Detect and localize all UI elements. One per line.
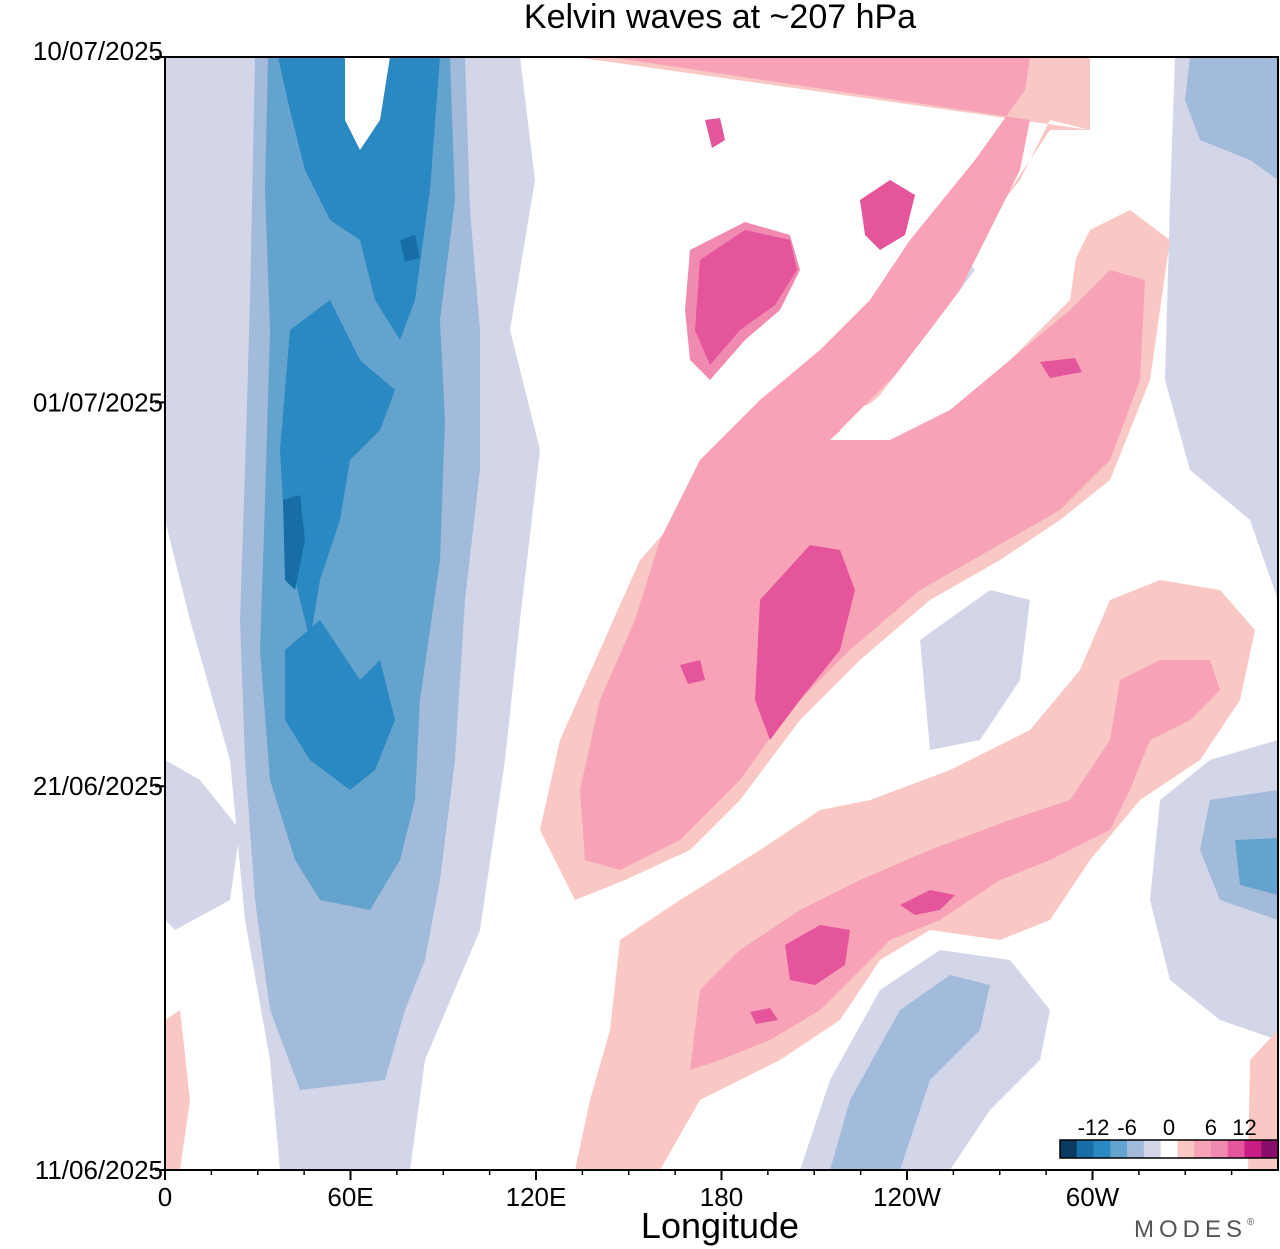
y-tick-label-2: 21/06/2025 [33,771,163,801]
colorbar-frame [1059,1139,1279,1159]
pos-contour-5 [860,180,915,250]
colorbar-label-1: -6 [1117,1115,1137,1140]
colorbar-swatch-11 [1244,1140,1262,1158]
x-tick-label-4: 120W [873,1182,941,1212]
y-tick-label-1: 01/07/2025 [33,387,163,417]
colorbar-swatch-6 [1160,1140,1178,1158]
colorbar-swatch-8 [1194,1140,1212,1158]
logo-word: MODES [1134,1216,1247,1243]
pos-contour-14 [750,1008,778,1024]
colorbar-label-4: 12 [1232,1115,1256,1140]
x-axis-label: Longitude [641,1205,799,1246]
colorbar-swatch-2 [1093,1140,1111,1158]
colorbar-swatch-12 [1261,1140,1279,1158]
neg-contour-7 [283,495,305,590]
x-tick-label-2: 120E [506,1182,567,1212]
logo-mark: ® [1247,1217,1255,1228]
colorbar-swatch-7 [1177,1140,1195,1158]
colorbar-swatch-0 [1060,1140,1078,1158]
pos-contour-15 [1248,1030,1278,1170]
neg-contour-17 [165,760,240,930]
x-tick-label-3: 180 [700,1182,743,1212]
y-axis: 10/07/2025 01/07/2025 21/06/2025 11/06/2025 [33,36,165,1185]
pos-contour-8 [1040,358,1082,378]
neg-hole [345,57,390,150]
colorbar-label-2: 0 [1163,1115,1175,1140]
y-tick-label-0: 10/07/2025 [33,36,163,66]
x-axis: 0 60E 120E 180 120W 60W [158,1170,1233,1212]
pos-contour-7 [705,118,725,148]
pos-contour-16 [165,1010,190,1170]
x-tick-label-1: 60E [327,1182,373,1212]
chart-title: Kelvin waves at ~207 hPa [524,0,916,36]
neg-contour-16 [920,590,1030,750]
neg-contour-10 [1185,57,1278,180]
x-tick-label-0: 0 [158,1182,172,1212]
neg-contour-4 [278,57,440,340]
modes-logo: MODES® [1134,1216,1255,1243]
pos-contour-9 [680,660,705,684]
colorbar-swatch-4 [1127,1140,1145,1158]
neg-contour-6 [285,620,395,790]
neg-contour-8 [400,235,420,262]
colorbar-swatch-5 [1143,1140,1162,1158]
colorbar-label-3: 6 [1205,1115,1217,1140]
pos-hole-1 [830,210,1080,440]
neg-contour-13 [1235,838,1278,895]
colorbar-label-0: -12 [1078,1115,1110,1140]
colorbar-swatch-3 [1110,1140,1128,1158]
x-tick-label-5: 60W [1066,1182,1120,1212]
wave-field [165,57,1278,1170]
pos-contour-6 [755,545,855,740]
pos-contour-2 [580,57,1145,870]
neg-contour-5 [280,300,395,640]
neg-contour-9 [1165,57,1278,600]
pos-contour-13 [900,890,955,915]
neg-contour-15 [830,975,990,1170]
pos-contour-12 [785,925,850,985]
colorbar-swatch-9 [1210,1140,1229,1158]
colorbar-swatch-10 [1227,1140,1245,1158]
colorbar-swatch-1 [1076,1140,1095,1158]
colorbar: -12 -6 0 6 12 [1059,1115,1279,1159]
y-tick-label-3: 11/06/2025 [35,1155,163,1185]
pos-contour-4 [695,230,797,365]
